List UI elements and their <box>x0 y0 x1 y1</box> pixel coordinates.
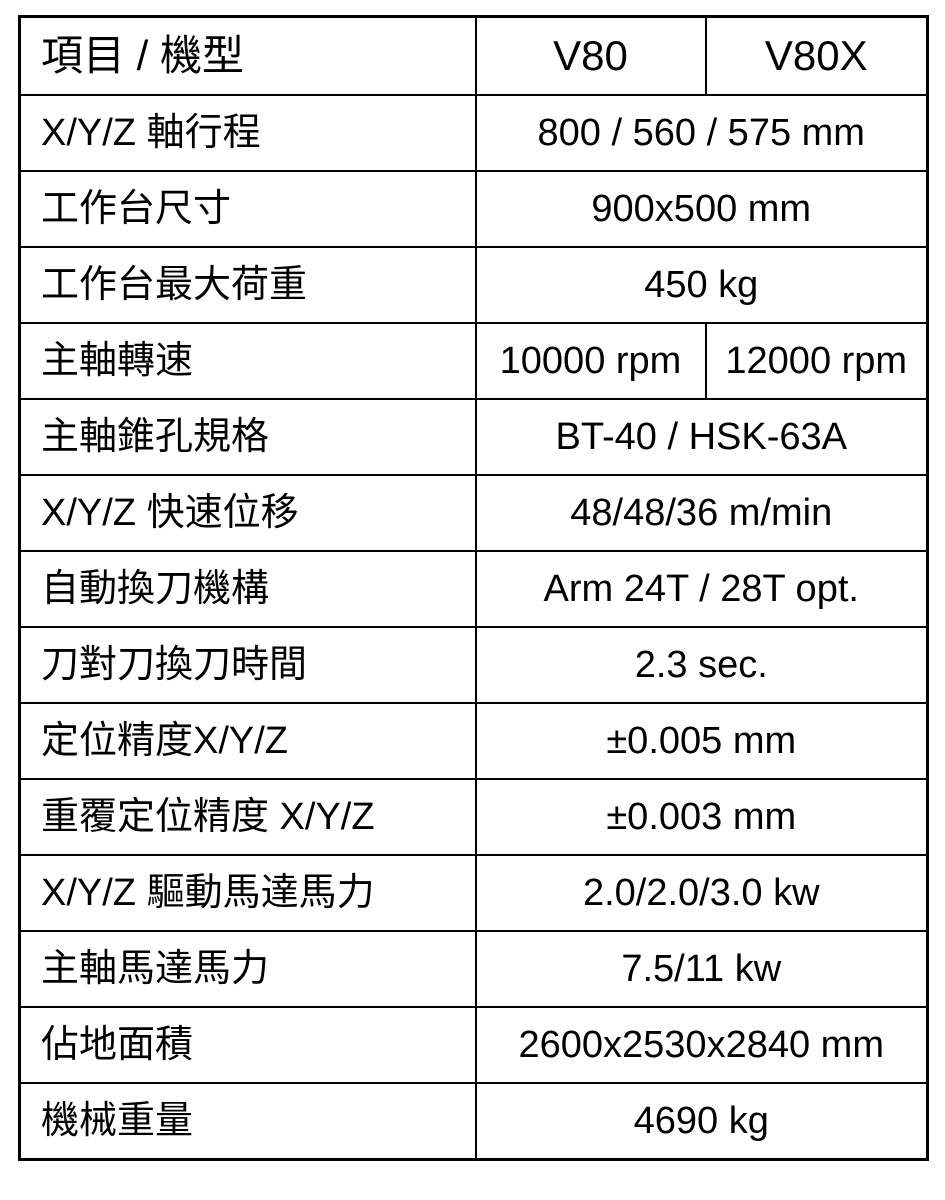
row-value: 900x500 mm <box>474 170 929 248</box>
row-value: 10000 rpm <box>474 322 707 400</box>
row-label: 機械重量 <box>18 1082 477 1161</box>
row-value: 2.3 sec. <box>474 626 929 704</box>
row-label: 工作台尺寸 <box>18 170 477 248</box>
table-row: X/Y/Z 快速位移 48/48/36 m/min <box>18 474 929 552</box>
table-row: 自動換刀機構 Arm 24T / 28T opt. <box>18 550 929 628</box>
table-row: 工作台尺寸 900x500 mm <box>18 170 929 248</box>
row-label: 工作台最大荷重 <box>18 246 477 324</box>
row-label: X/Y/Z 驅動馬達馬力 <box>18 854 477 932</box>
row-value: 4690 kg <box>474 1082 929 1161</box>
spec-table: 項目 / 機型 V80 V80X X/Y/Z 軸行程 800 / 560 / 57… <box>18 15 929 1161</box>
table-row: 機械重量 4690 kg <box>18 1082 929 1161</box>
table-row: X/Y/Z 驅動馬達馬力 2.0/2.0/3.0 kw <box>18 854 929 932</box>
row-value: ±0.005 mm <box>474 702 929 780</box>
row-value: 12000 rpm <box>704 322 929 400</box>
row-value: 7.5/11 kw <box>474 930 929 1008</box>
table-row: 定位精度X/Y/Z ±0.005 mm <box>18 702 929 780</box>
header-model-v80x: V80X <box>704 15 929 96</box>
row-label: X/Y/Z 快速位移 <box>18 474 477 552</box>
table-row: 刀對刀換刀時間 2.3 sec. <box>18 626 929 704</box>
row-value: 2600x2530x2840 mm <box>474 1006 929 1084</box>
row-label: 重覆定位精度 X/Y/Z <box>18 778 477 856</box>
table-row: 重覆定位精度 X/Y/Z ±0.003 mm <box>18 778 929 856</box>
row-label: 佔地面積 <box>18 1006 477 1084</box>
row-label: 主軸馬達馬力 <box>18 930 477 1008</box>
row-value: 48/48/36 m/min <box>474 474 929 552</box>
header-item: 項目 / 機型 <box>18 15 477 96</box>
row-label: 主軸轉速 <box>18 322 477 400</box>
row-value: 2.0/2.0/3.0 kw <box>474 854 929 932</box>
row-value: Arm 24T / 28T opt. <box>474 550 929 628</box>
row-value: 800 / 560 / 575 mm <box>474 94 929 172</box>
row-value: 450 kg <box>474 246 929 324</box>
row-label: 自動換刀機構 <box>18 550 477 628</box>
table-row: 工作台最大荷重 450 kg <box>18 246 929 324</box>
header-row: 項目 / 機型 V80 V80X <box>18 15 929 96</box>
table-row: 主軸轉速 10000 rpm 12000 rpm <box>18 322 929 400</box>
table-row: X/Y/Z 軸行程 800 / 560 / 575 mm <box>18 94 929 172</box>
row-label: 定位精度X/Y/Z <box>18 702 477 780</box>
row-value: ±0.003 mm <box>474 778 929 856</box>
header-model-v80: V80 <box>474 15 707 96</box>
row-label: 主軸錐孔規格 <box>18 398 477 476</box>
table-row: 佔地面積 2600x2530x2840 mm <box>18 1006 929 1084</box>
row-label: X/Y/Z 軸行程 <box>18 94 477 172</box>
row-label: 刀對刀換刀時間 <box>18 626 477 704</box>
row-value: BT-40 / HSK-63A <box>474 398 929 476</box>
table-row: 主軸錐孔規格 BT-40 / HSK-63A <box>18 398 929 476</box>
table-row: 主軸馬達馬力 7.5/11 kw <box>18 930 929 1008</box>
